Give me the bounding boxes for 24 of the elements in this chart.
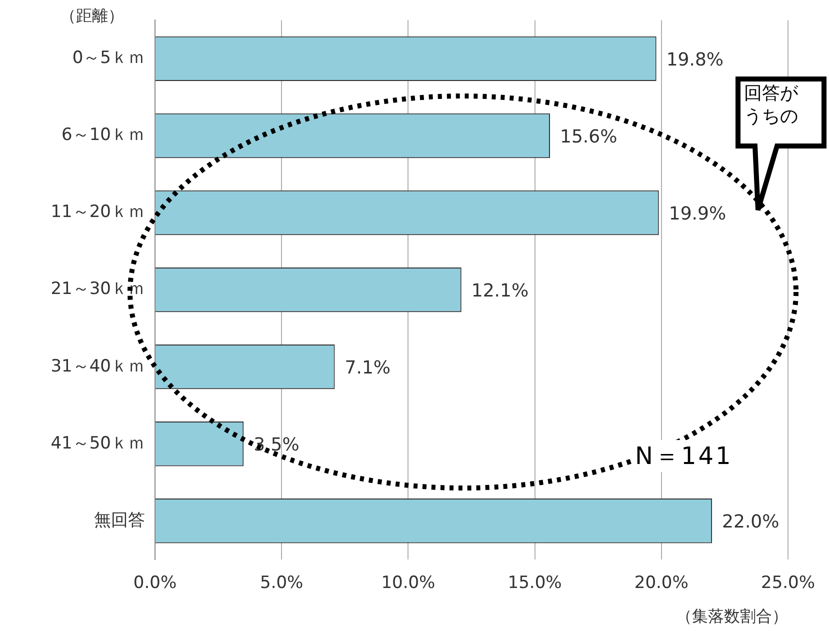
data-label: 3.5% — [254, 434, 300, 456]
x-axis-title: （集落数割合） — [676, 606, 788, 626]
y-tick-label: 31～40ｋｍ — [50, 356, 145, 376]
y-tick-label: 無回答 — [94, 510, 145, 530]
x-tick-label: 5.0% — [260, 573, 304, 594]
annotation: N＝141 — [632, 440, 736, 472]
y-tick-label: 6～10ｋｍ — [62, 125, 145, 146]
data-label: 15.6% — [560, 126, 618, 148]
y-axis-title: （距離） — [60, 6, 124, 27]
data-label: 19.9% — [668, 203, 726, 224]
y-tick-label: 11～20ｋｍ — [50, 202, 145, 222]
annotation: 回答が — [744, 83, 798, 104]
x-tick-label: 25.0% — [760, 573, 816, 594]
data-label: 22.0% — [722, 512, 780, 533]
data-label: 19.8% — [666, 49, 724, 70]
x-tick-label: 0.0% — [133, 573, 177, 594]
y-tick-label: 0～5ｋｍ — [72, 48, 145, 68]
y-tick-label: 41～50ｋｍ — [50, 433, 145, 454]
x-tick-label: 10.0% — [381, 573, 436, 594]
annotation: うちの — [744, 106, 798, 127]
x-tick-label: 20.0% — [634, 573, 688, 594]
x-tick-label: 15.0% — [508, 573, 562, 594]
data-label: 12.1% — [471, 280, 529, 302]
data-label: 7.1% — [344, 358, 391, 378]
